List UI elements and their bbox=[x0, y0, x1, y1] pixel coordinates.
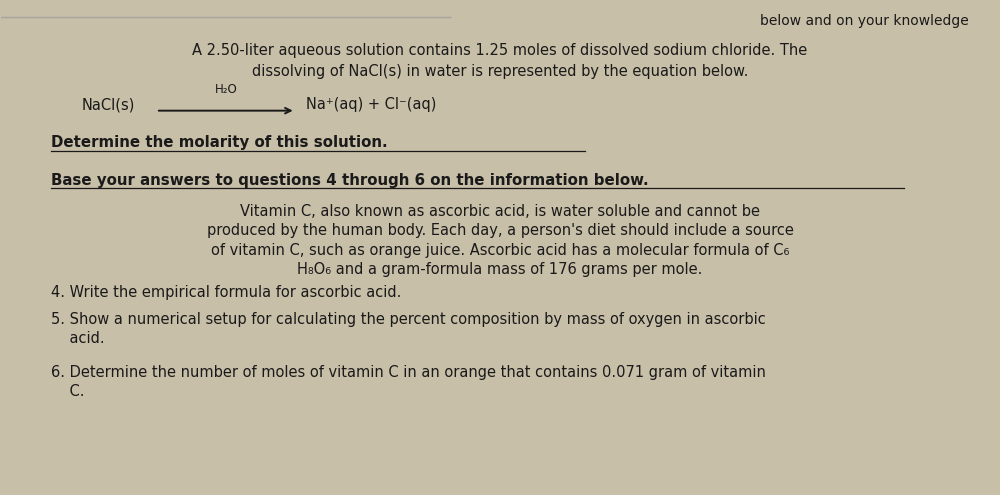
Text: Determine the molarity of this solution.: Determine the molarity of this solution. bbox=[51, 135, 388, 150]
Text: NaCl(s): NaCl(s) bbox=[81, 98, 135, 112]
Text: of vitamin C, such as orange juice. Ascorbic acid has a molecular formula of C₆: of vitamin C, such as orange juice. Asco… bbox=[211, 243, 789, 257]
Text: Na⁺(aq) + Cl⁻(aq): Na⁺(aq) + Cl⁻(aq) bbox=[306, 98, 436, 112]
Text: H₂O: H₂O bbox=[214, 83, 237, 96]
Text: acid.: acid. bbox=[51, 331, 105, 346]
Text: produced by the human body. Each day, a person's diet should include a source: produced by the human body. Each day, a … bbox=[207, 223, 793, 239]
Text: Vitamin C, also known as ascorbic acid, is water soluble and cannot be: Vitamin C, also known as ascorbic acid, … bbox=[240, 204, 760, 219]
Text: C.: C. bbox=[51, 384, 85, 399]
Text: H₈O₆ and a gram-formula mass of 176 grams per mole.: H₈O₆ and a gram-formula mass of 176 gram… bbox=[297, 262, 703, 277]
Text: dissolving of NaCl(s) in water is represented by the equation below.: dissolving of NaCl(s) in water is repres… bbox=[252, 64, 748, 79]
Text: Base your answers to questions 4 through 6 on the information below.: Base your answers to questions 4 through… bbox=[51, 173, 649, 188]
Text: 5. Show a numerical setup for calculating the percent composition by mass of oxy: 5. Show a numerical setup for calculatin… bbox=[51, 312, 766, 328]
Text: 6. Determine the number of moles of vitamin C in an orange that contains 0.071 g: 6. Determine the number of moles of vita… bbox=[51, 365, 766, 380]
Text: 4. Write the empirical formula for ascorbic acid.: 4. Write the empirical formula for ascor… bbox=[51, 285, 402, 300]
Text: below and on your knowledge: below and on your knowledge bbox=[760, 14, 969, 28]
Text: A 2.50-liter aqueous solution contains 1.25 moles of dissolved sodium chloride. : A 2.50-liter aqueous solution contains 1… bbox=[192, 43, 808, 58]
